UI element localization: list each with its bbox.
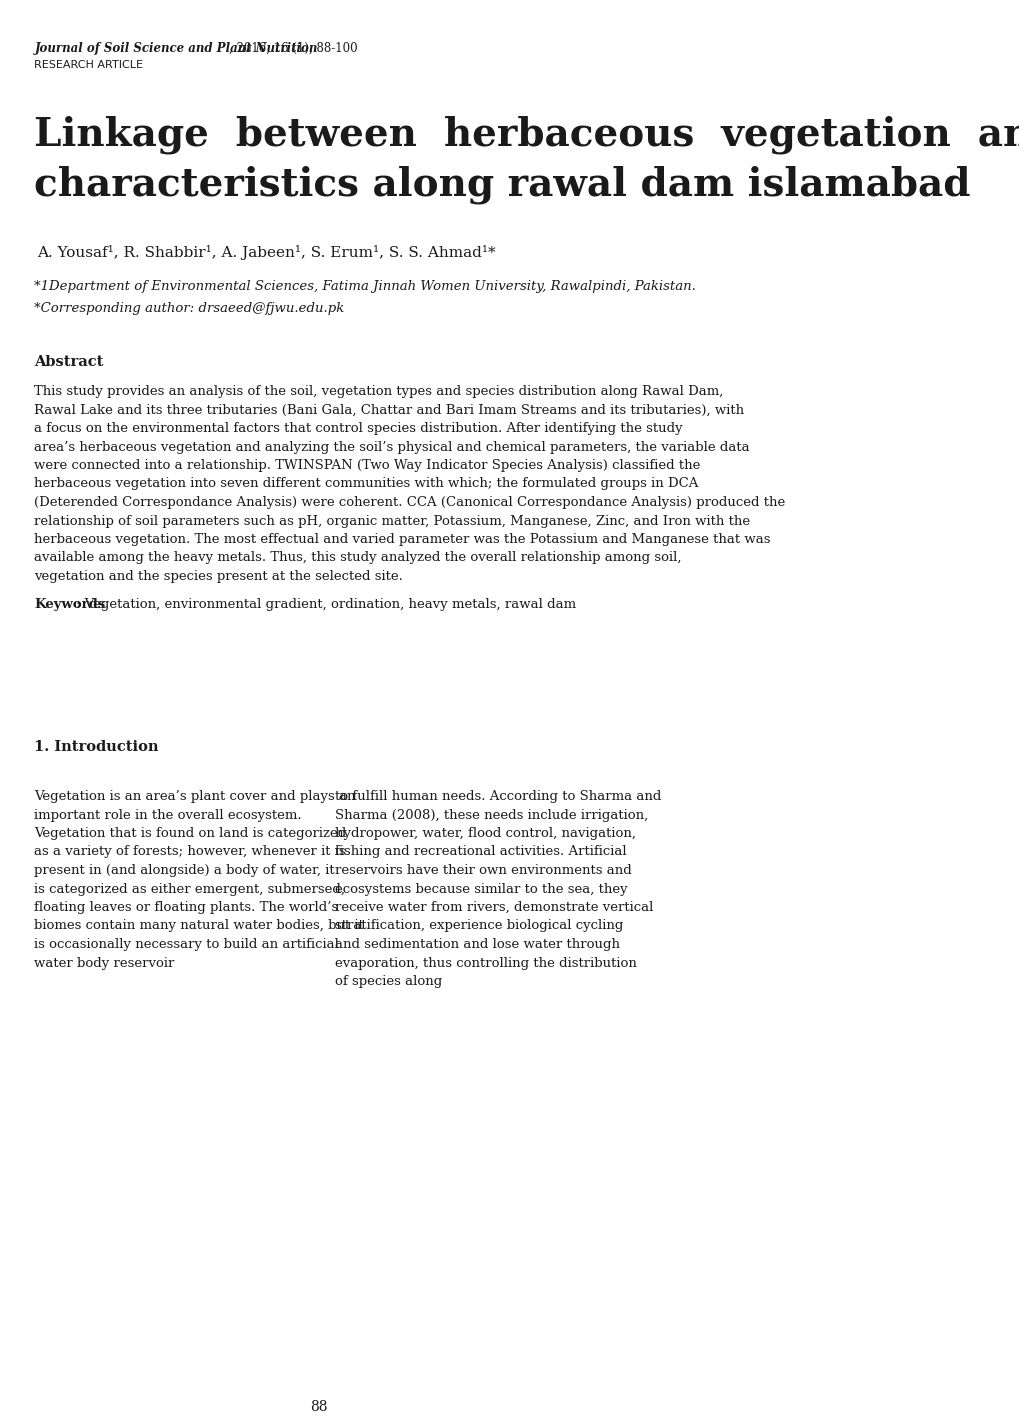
Text: Linkage  between  herbaceous  vegetation  and  soil: Linkage between herbaceous vegetation an… (35, 116, 1019, 154)
Text: characteristics along rawal dam islamabad: characteristics along rawal dam islamaba… (35, 166, 970, 204)
Text: Abstract: Abstract (35, 355, 104, 370)
Text: 88: 88 (311, 1400, 328, 1414)
Text: *1Department of Environmental Sciences, Fatima Jinnah Women University, Rawalpin: *1Department of Environmental Sciences, … (35, 280, 696, 293)
Text: Journal of Soil Science and Plant Nutrition: Journal of Soil Science and Plant Nutrit… (35, 41, 318, 56)
Text: This study provides an analysis of the soil, vegetation types and species distri: This study provides an analysis of the s… (35, 385, 785, 584)
Text: , 2016, 16 (1), 88-100: , 2016, 16 (1), 88-100 (228, 41, 357, 56)
Text: 1. Introduction: 1. Introduction (35, 741, 159, 753)
Text: : Vegetation, environmental gradient, ordination, heavy metals, rawal dam: : Vegetation, environmental gradient, or… (76, 598, 576, 611)
Text: Vegetation is an area’s plant cover and plays an
important role in the overall e: Vegetation is an area’s plant cover and … (35, 791, 364, 969)
Text: RESEARCH ARTICLE: RESEARCH ARTICLE (35, 60, 144, 70)
Text: to fulfill human needs. According to Sharma and
Sharma (2008), these needs inclu: to fulfill human needs. According to Sha… (334, 791, 660, 987)
Text: A. Yousaf¹, R. Shabbir¹, A. Jabeen¹, S. Erum¹, S. S. Ahmad¹*: A. Yousaf¹, R. Shabbir¹, A. Jabeen¹, S. … (38, 245, 495, 260)
Text: *Corresponding author: drsaeed@fjwu.edu.pk: *Corresponding author: drsaeed@fjwu.edu.… (35, 303, 344, 315)
Text: Keywords: Keywords (35, 598, 106, 611)
